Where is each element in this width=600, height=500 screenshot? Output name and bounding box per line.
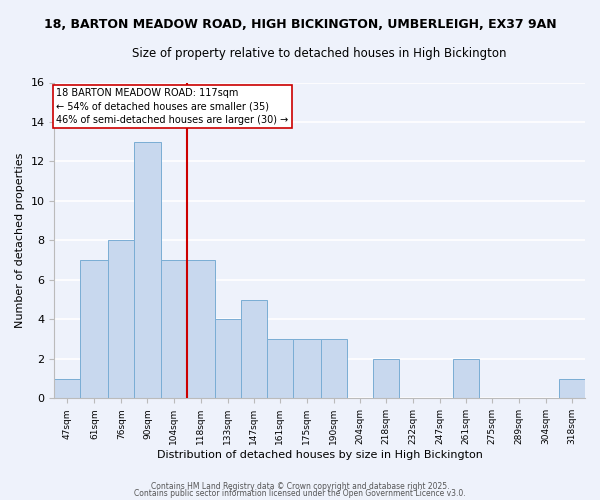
Bar bbox=[266, 339, 293, 398]
Bar bbox=[187, 260, 215, 398]
Title: Size of property relative to detached houses in High Bickington: Size of property relative to detached ho… bbox=[133, 48, 507, 60]
X-axis label: Distribution of detached houses by size in High Bickington: Distribution of detached houses by size … bbox=[157, 450, 482, 460]
Bar bbox=[134, 142, 161, 398]
Text: 18, BARTON MEADOW ROAD, HIGH BICKINGTON, UMBERLEIGH, EX37 9AN: 18, BARTON MEADOW ROAD, HIGH BICKINGTON,… bbox=[44, 18, 556, 30]
Text: Contains HM Land Registry data © Crown copyright and database right 2025.: Contains HM Land Registry data © Crown c… bbox=[151, 482, 449, 491]
Y-axis label: Number of detached properties: Number of detached properties bbox=[15, 152, 25, 328]
Bar bbox=[320, 339, 347, 398]
Bar bbox=[373, 359, 399, 399]
Text: 18 BARTON MEADOW ROAD: 117sqm
← 54% of detached houses are smaller (35)
46% of s: 18 BARTON MEADOW ROAD: 117sqm ← 54% of d… bbox=[56, 88, 289, 125]
Bar bbox=[55, 378, 80, 398]
Bar bbox=[161, 260, 187, 398]
Bar bbox=[241, 300, 266, 398]
Bar bbox=[453, 359, 479, 399]
Text: Contains public sector information licensed under the Open Government Licence v3: Contains public sector information licen… bbox=[134, 490, 466, 498]
Bar bbox=[109, 240, 134, 398]
Bar bbox=[215, 320, 241, 398]
Bar bbox=[293, 339, 320, 398]
Bar bbox=[559, 378, 585, 398]
Bar bbox=[80, 260, 109, 398]
